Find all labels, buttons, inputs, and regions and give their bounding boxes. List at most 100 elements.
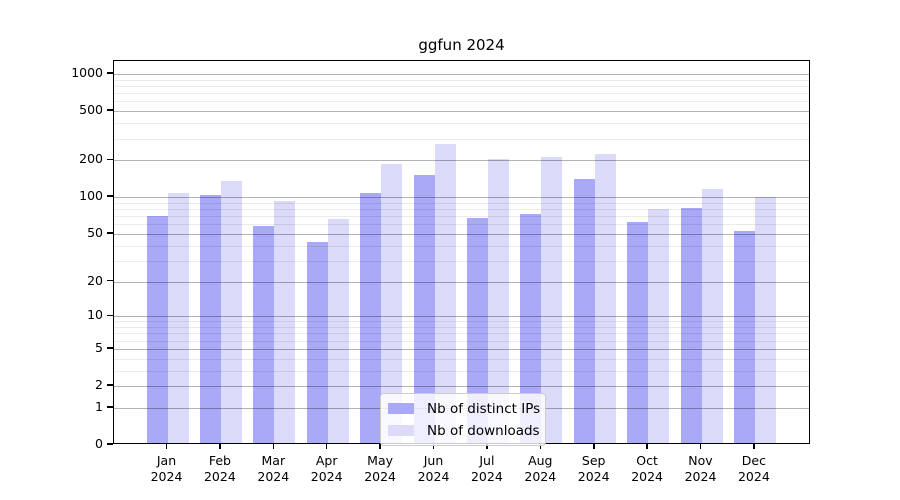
legend-label-downloads: Nb of downloads [427, 422, 540, 439]
x-tick-mark [699, 444, 702, 449]
bar-distinct-ips-jul [466, 218, 488, 443]
x-tick-mark [379, 444, 381, 449]
y-tick-label: 5 [95, 339, 103, 355]
x-tick-mark [272, 444, 275, 449]
gridline-minor-30 [114, 260, 809, 262]
gridline-major-500 [114, 111, 809, 113]
x-tick-label-feb: Feb 2024 [203, 453, 236, 484]
gridline-major-1000 [114, 74, 809, 76]
gridline-minor-8 [114, 327, 809, 328]
bar-downloads-nov [701, 189, 723, 443]
x-tick-mark [753, 444, 755, 449]
x-tick-mark [219, 444, 221, 449]
y-tick-mark [107, 406, 113, 408]
gridline-minor-800 [114, 86, 809, 87]
bar-downloads-mar [274, 200, 296, 443]
y-tick-mark [107, 72, 113, 74]
gridline-minor-700 [114, 93, 809, 95]
gridline-major-5 [114, 348, 809, 351]
plot-area: Nb of distinct IPs Nb of downloads [113, 60, 810, 446]
gridline-minor-900 [114, 79, 809, 81]
y-tick-label: 10 [87, 307, 103, 323]
gridline-minor-7 [114, 333, 809, 335]
x-tick-mark [539, 444, 541, 449]
x-tick-mark [646, 444, 648, 449]
legend-entry-downloads: Nb of downloads [388, 421, 540, 440]
legend-label-distinct-ips: Nb of distinct IPs [427, 400, 541, 417]
gridline-minor-60 [114, 224, 809, 226]
x-tick-label-jul: Jul 2024 [470, 453, 503, 484]
bar-downloads-sep [594, 153, 616, 443]
x-tick-label-mar: Mar 2024 [257, 453, 290, 484]
gridline-minor-70 [114, 216, 809, 218]
gridline-minor-300 [114, 138, 809, 140]
y-tick-label: 50 [87, 224, 103, 240]
x-tick-label-dec: Dec 2024 [737, 453, 770, 484]
y-tick-label: 100 [79, 188, 103, 204]
x-tick-label-jun: Jun 2024 [417, 453, 450, 484]
y-tick-label: 500 [79, 102, 103, 118]
y-tick-label: 1000 [71, 65, 103, 80]
bar-distinct-ips-may [360, 192, 382, 443]
chart-title: ggfun 2024 [418, 36, 505, 54]
gridline-minor-9 [114, 321, 809, 323]
gridline-major-10 [114, 316, 809, 318]
bar-distinct-ips-aug [520, 214, 542, 443]
y-tick-mark [107, 232, 113, 234]
bar-downloads-apr [327, 218, 349, 443]
x-tick-label-apr: Apr 2024 [310, 453, 343, 484]
bar-downloads-dec [754, 197, 776, 443]
gridline-major-100 [114, 197, 809, 199]
gridline-major-20 [114, 281, 809, 283]
y-tick-label: 2 [95, 377, 103, 392]
x-tick-mark [486, 444, 488, 449]
bar-downloads-aug [541, 157, 563, 443]
x-tick-mark [432, 444, 435, 449]
bar-distinct-ips-mar [253, 225, 275, 443]
bar-distinct-ips-apr [306, 242, 328, 443]
x-tick-label-aug: Aug 2024 [524, 453, 557, 484]
gridline-minor-3 [114, 370, 809, 372]
y-tick-label: 1 [95, 398, 103, 414]
bar-distinct-ips-jun [413, 175, 435, 443]
legend-swatch-downloads-icon [388, 425, 414, 436]
gridline-minor-80 [114, 209, 809, 210]
gridline-minor-400 [114, 123, 809, 125]
x-tick-label-jan: Jan 2024 [150, 453, 183, 484]
bar-downloads-feb [220, 181, 242, 443]
bar-distinct-ips-oct [627, 222, 649, 443]
legend: Nb of distinct IPs Nb of downloads [380, 393, 546, 446]
bar-distinct-ips-sep [573, 179, 595, 443]
y-tick-mark [107, 195, 113, 197]
legend-entry-distinct-ips: Nb of distinct IPs [388, 399, 541, 418]
bar-downloads-jul [487, 158, 509, 443]
bar-downloads-oct [648, 209, 670, 443]
x-tick-mark [325, 444, 328, 449]
gridline-minor-40 [114, 245, 809, 247]
y-tick-mark [107, 443, 113, 445]
bar-distinct-ips-jan [146, 215, 168, 443]
x-tick-label-nov: Nov 2024 [684, 453, 717, 484]
gridline-minor-4 [114, 358, 809, 360]
y-tick-mark [107, 347, 113, 349]
y-tick-mark [107, 158, 113, 160]
y-tick-label: 0 [95, 436, 103, 451]
gridline-minor-600 [114, 101, 809, 103]
bar-downloads-may [381, 163, 403, 443]
bar-distinct-ips-nov [680, 207, 702, 443]
y-tick-label: 200 [79, 151, 103, 167]
legend-swatch-distinct-ips-icon [388, 403, 414, 414]
y-tick-mark [107, 314, 113, 316]
x-tick-mark [593, 444, 595, 449]
x-tick-label-may: May 2024 [364, 453, 396, 484]
gridline-minor-90 [114, 202, 809, 204]
bar-downloads-jan [167, 192, 189, 443]
bar-downloads-jun [434, 144, 456, 443]
gridline-major-200 [114, 160, 809, 162]
y-tick-mark [107, 384, 113, 386]
bar-distinct-ips-feb [199, 195, 221, 443]
bar-distinct-ips-dec [733, 230, 755, 443]
gridline-minor-6 [114, 340, 809, 342]
gridline-major-50 [114, 233, 809, 236]
